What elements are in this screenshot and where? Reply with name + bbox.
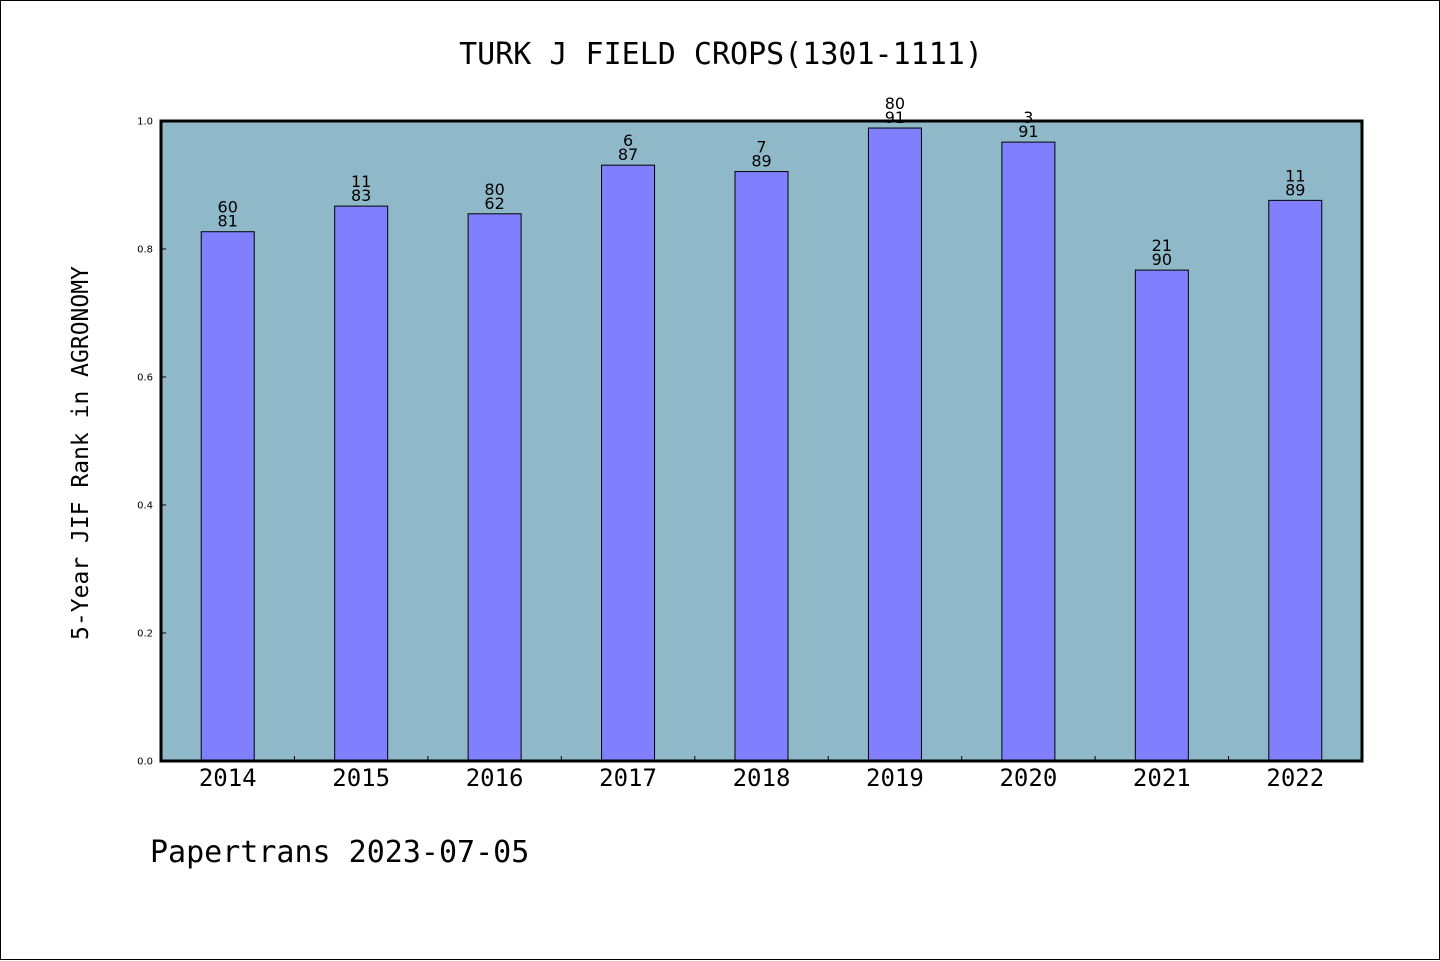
bar-label-top: 6 bbox=[623, 131, 633, 150]
plot-border bbox=[159, 119, 1364, 763]
bar-label-bottom: 83 bbox=[351, 186, 371, 205]
bar-label-top: 21 bbox=[1152, 236, 1172, 255]
bar-label-bottom: 89 bbox=[751, 152, 771, 171]
bar-2022 bbox=[1268, 199, 1323, 762]
bar-label-bottom: 91 bbox=[885, 108, 905, 127]
bar-label-top: 80 bbox=[885, 94, 905, 113]
x-tick-label: 2018 bbox=[733, 764, 791, 792]
bar-label-top: 3 bbox=[1023, 108, 1033, 127]
bar-2019 bbox=[867, 127, 922, 762]
bar-label-bottom: 90 bbox=[1152, 250, 1172, 269]
bar-2020 bbox=[1001, 141, 1056, 762]
footer-credit: Papertrans 2023-07-05 bbox=[150, 835, 530, 870]
bar-label-top: 60 bbox=[218, 198, 238, 217]
y-tick-label: 1.0 bbox=[137, 117, 153, 128]
y-tick-label: 0.8 bbox=[137, 245, 153, 256]
x-tick-label: 2017 bbox=[599, 764, 657, 792]
x-tick-label: 2014 bbox=[199, 764, 257, 792]
chart-title: TURK J FIELD CROPS(1301-1111) bbox=[459, 37, 983, 72]
y-tick-label: 0.6 bbox=[137, 373, 153, 384]
x-tick-label: 2021 bbox=[1133, 764, 1191, 792]
bar-label-bottom: 91 bbox=[1018, 122, 1038, 141]
x-tick-label: 2022 bbox=[1266, 764, 1324, 792]
bar-2018 bbox=[734, 171, 789, 762]
bar-label-top: 7 bbox=[756, 138, 766, 157]
bar-2016 bbox=[467, 213, 522, 762]
bar-2017 bbox=[601, 164, 656, 762]
bar-2015 bbox=[334, 205, 389, 762]
y-tick-label: 0.4 bbox=[137, 501, 153, 512]
bar-label-bottom: 89 bbox=[1285, 180, 1305, 199]
bar-label-top: 11 bbox=[351, 172, 371, 191]
bar-label-bottom: 62 bbox=[484, 194, 504, 213]
bar-label-bottom: 87 bbox=[618, 145, 638, 164]
bar-2021 bbox=[1134, 269, 1189, 762]
bar-label-top: 11 bbox=[1285, 166, 1305, 185]
y-tick-label: 0.0 bbox=[137, 757, 153, 768]
bar-label-bottom: 81 bbox=[218, 212, 238, 231]
x-tick-label: 2016 bbox=[466, 764, 524, 792]
x-tick-label: 2020 bbox=[999, 764, 1057, 792]
bar-2014 bbox=[200, 231, 255, 762]
x-tick-label: 2015 bbox=[332, 764, 390, 792]
x-tick-label: 2019 bbox=[866, 764, 924, 792]
y-tick-label: 0.2 bbox=[137, 629, 153, 640]
bar-label-top: 80 bbox=[484, 180, 504, 199]
